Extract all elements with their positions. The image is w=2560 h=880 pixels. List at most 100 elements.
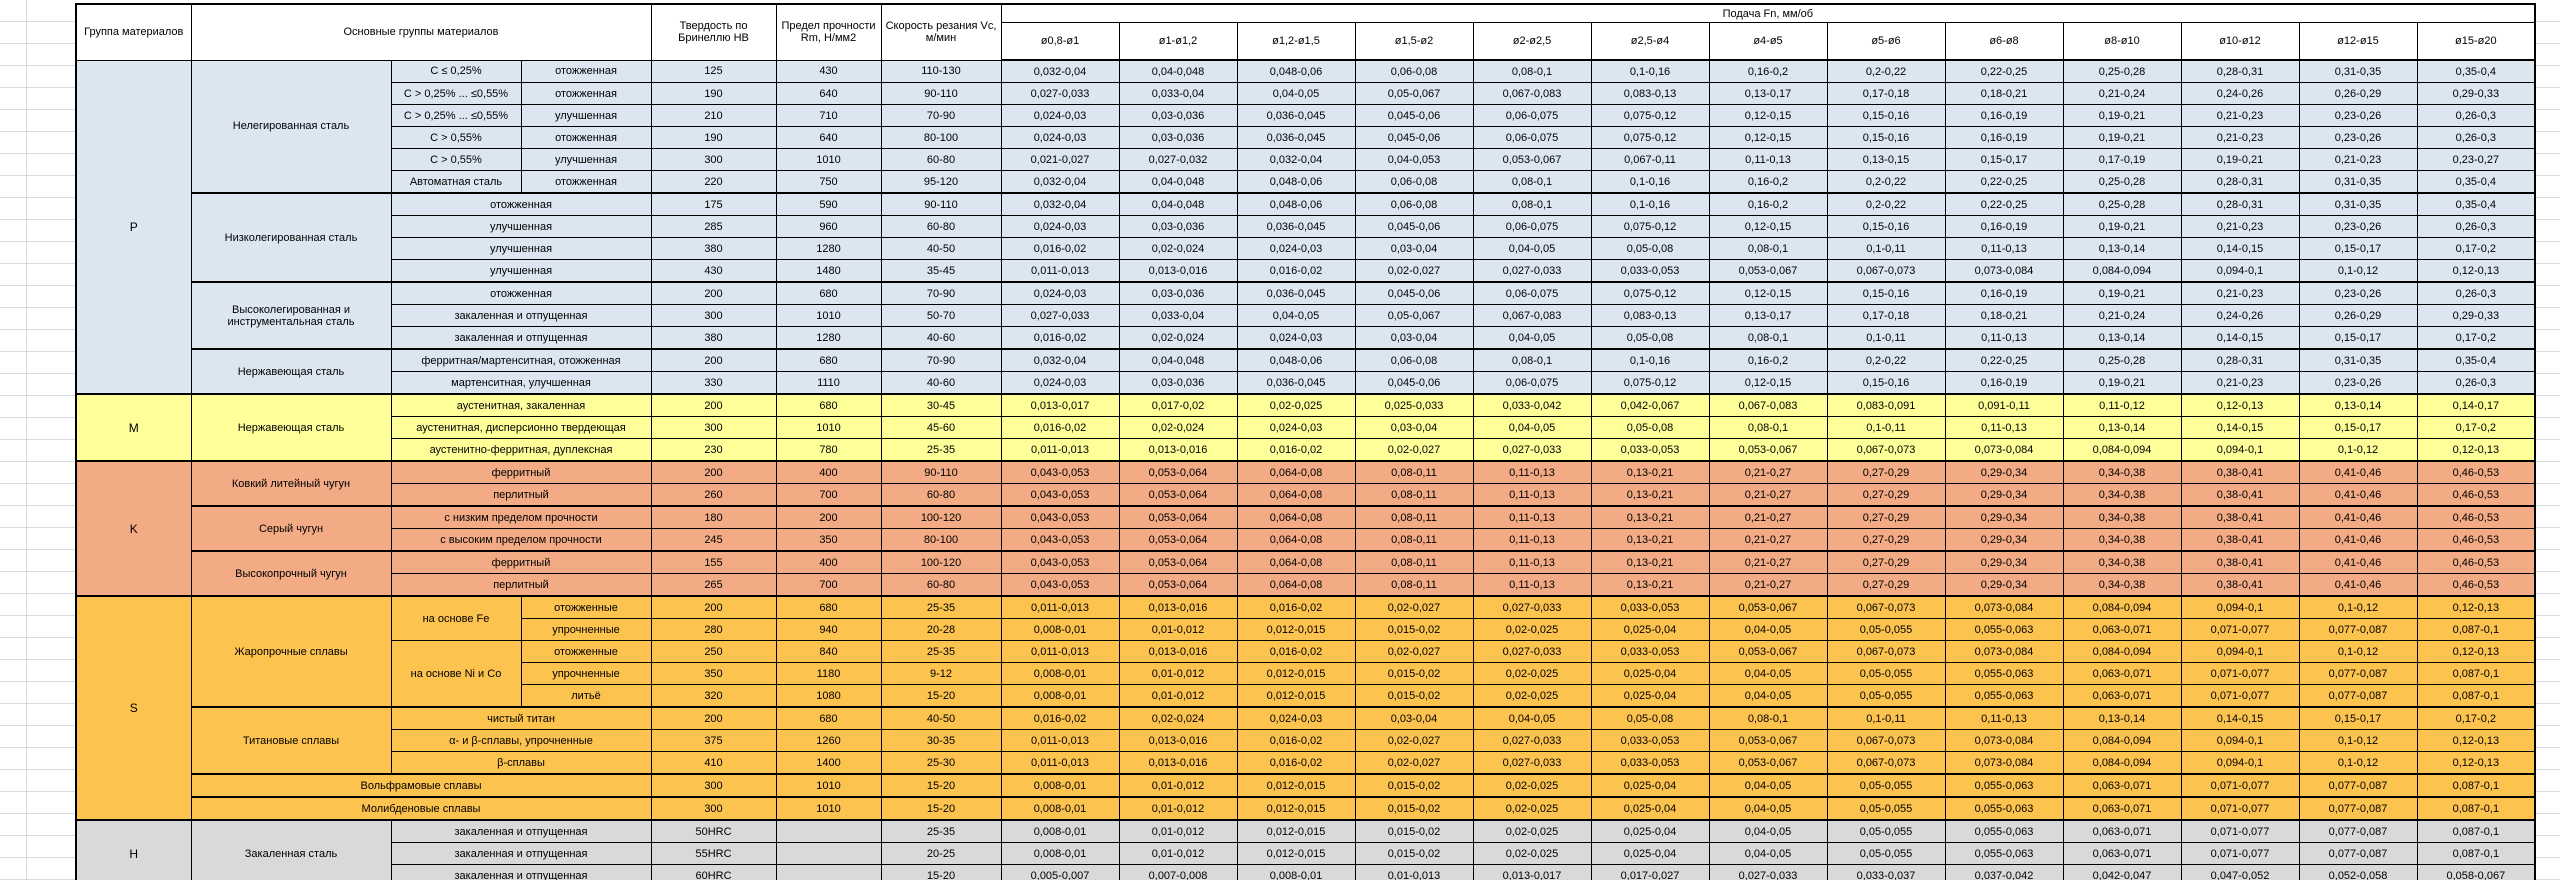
speed-cell[interactable]: 30-35 (880, 729, 1002, 752)
strength-cell[interactable]: 680 (775, 393, 882, 417)
feed-value-cell[interactable]: 0,012-0,015 (1236, 662, 1356, 685)
feed-value-cell[interactable]: 0,063-0,071 (2062, 842, 2182, 865)
feed-value-cell[interactable]: 0,055-0,063 (1944, 796, 2064, 821)
material-cell[interactable]: мартенситная, улучшенная (390, 371, 652, 395)
hardness-cell[interactable]: 200 (650, 595, 777, 619)
feed-value-cell[interactable]: 0,024-0,03 (1236, 326, 1356, 350)
feed-value-cell[interactable]: 0,03-0,036 (1118, 126, 1238, 149)
feed-value-cell[interactable]: 0,077-0,087 (2298, 684, 2418, 708)
hardness-cell[interactable]: 55HRC (650, 842, 777, 865)
material-cell[interactable]: Нержавеющая сталь (190, 393, 392, 462)
speed-cell[interactable]: 100-120 (880, 550, 1002, 574)
feed-value-cell[interactable]: 0,025-0,04 (1590, 796, 1710, 821)
material-cell[interactable]: C > 0,55% (390, 148, 522, 171)
feed-value-cell[interactable]: 0,19-0,21 (2062, 126, 2182, 149)
feed-value-cell[interactable]: 0,11-0,13 (1472, 483, 1592, 507)
feed-value-cell[interactable]: 0,19-0,21 (2180, 148, 2300, 171)
feed-value-cell[interactable]: 0,04-0,053 (1354, 148, 1474, 171)
feed-value-cell[interactable]: 0,11-0,13 (1708, 148, 1828, 171)
feed-value-cell[interactable]: 0,036-0,045 (1236, 215, 1356, 238)
material-cell[interactable]: C > 0,25% ... ≤0,55% (390, 82, 522, 105)
feed-value-cell[interactable]: 0,01-0,012 (1118, 684, 1238, 708)
feed-value-cell[interactable]: 0,15-0,17 (1944, 148, 2064, 171)
feed-value-cell[interactable]: 0,025-0,033 (1354, 393, 1474, 417)
feed-value-cell[interactable]: 0,02-0,025 (1472, 842, 1592, 865)
hardness-cell[interactable]: 200 (650, 460, 777, 484)
feed-value-cell[interactable]: 0,14-0,17 (2416, 393, 2536, 417)
material-cell[interactable]: отожженная (520, 59, 652, 83)
feed-value-cell[interactable]: 0,16-0,2 (1708, 170, 1828, 194)
feed-value-cell[interactable]: 0,26-0,29 (2298, 304, 2418, 327)
feed-value-cell[interactable]: 0,033-0,037 (1826, 864, 1946, 880)
feed-value-cell[interactable]: 0,032-0,04 (1236, 148, 1356, 171)
feed-value-cell[interactable]: 0,053-0,067 (1708, 259, 1828, 283)
feed-value-cell[interactable]: 0,087-0,1 (2416, 796, 2536, 821)
speed-cell[interactable]: 95-120 (880, 170, 1002, 194)
feed-value-cell[interactable]: 0,21-0,27 (1708, 550, 1828, 574)
feed-value-cell[interactable]: 0,11-0,13 (1944, 237, 2064, 260)
material-cell[interactable]: перлитный (390, 483, 652, 507)
feed-value-cell[interactable]: 0,008-0,01 (1000, 618, 1120, 641)
feed-value-cell[interactable]: 0,28-0,31 (2180, 170, 2300, 194)
feed-value-cell[interactable]: 0,015-0,02 (1354, 618, 1474, 641)
feed-value-cell[interactable]: 0,1-0,12 (2298, 259, 2418, 283)
feed-value-cell[interactable]: 0,08-0,1 (1708, 326, 1828, 350)
feed-value-cell[interactable]: 0,21-0,27 (1708, 528, 1828, 552)
feed-value-cell[interactable]: 0,12-0,13 (2180, 393, 2300, 417)
header-feed-d4[interactable]: ø1,5-ø2 (1354, 22, 1474, 61)
feed-value-cell[interactable]: 0,29-0,34 (1944, 483, 2064, 507)
feed-value-cell[interactable]: 0,075-0,12 (1590, 215, 1710, 238)
header-material-group[interactable]: Группа материалов (75, 3, 192, 61)
feed-value-cell[interactable]: 0,15-0,16 (1826, 126, 1946, 149)
group-letter-cell[interactable]: S (75, 595, 192, 821)
feed-value-cell[interactable]: 0,015-0,02 (1354, 796, 1474, 821)
speed-cell[interactable]: 25-35 (880, 819, 1002, 843)
feed-value-cell[interactable]: 0,016-0,02 (1236, 438, 1356, 462)
strength-cell[interactable]: 940 (775, 618, 882, 641)
feed-value-cell[interactable]: 0,11-0,13 (1944, 416, 2064, 439)
group-letter-cell[interactable]: M (75, 393, 192, 462)
feed-value-cell[interactable]: 0,21-0,27 (1708, 483, 1828, 507)
feed-value-cell[interactable]: 0,16-0,19 (1944, 215, 2064, 238)
feed-value-cell[interactable]: 0,084-0,094 (2062, 438, 2182, 462)
feed-value-cell[interactable]: 0,013-0,017 (1000, 393, 1120, 417)
feed-value-cell[interactable]: 0,02-0,025 (1472, 662, 1592, 685)
feed-value-cell[interactable]: 0,04-0,05 (1708, 662, 1828, 685)
feed-value-cell[interactable]: 0,1-0,11 (1826, 237, 1946, 260)
feed-value-cell[interactable]: 0,084-0,094 (2062, 729, 2182, 752)
feed-value-cell[interactable]: 0,06-0,075 (1472, 281, 1592, 305)
feed-value-cell[interactable]: 0,04-0,05 (1708, 796, 1828, 821)
feed-value-cell[interactable]: 0,04-0,048 (1118, 170, 1238, 194)
feed-value-cell[interactable]: 0,053-0,067 (1708, 438, 1828, 462)
feed-value-cell[interactable]: 0,04-0,05 (1472, 237, 1592, 260)
feed-value-cell[interactable]: 0,15-0,17 (2298, 326, 2418, 350)
strength-cell[interactable]: 780 (775, 438, 882, 462)
speed-cell[interactable]: 30-45 (880, 393, 1002, 417)
feed-value-cell[interactable]: 0,17-0,18 (1826, 82, 1946, 105)
feed-value-cell[interactable]: 0,067-0,073 (1826, 751, 1946, 775)
feed-value-cell[interactable]: 0,31-0,35 (2298, 192, 2418, 216)
feed-value-cell[interactable]: 0,26-0,3 (2416, 215, 2536, 238)
strength-cell[interactable]: 1260 (775, 729, 882, 752)
feed-value-cell[interactable]: 0,011-0,013 (1000, 640, 1120, 663)
feed-value-cell[interactable]: 0,033-0,053 (1590, 751, 1710, 775)
feed-value-cell[interactable]: 0,084-0,094 (2062, 640, 2182, 663)
header-feed-d10[interactable]: ø8-ø10 (2062, 22, 2182, 61)
feed-value-cell[interactable]: 0,013-0,016 (1118, 438, 1238, 462)
feed-value-cell[interactable]: 0,2-0,22 (1826, 348, 1946, 372)
feed-value-cell[interactable]: 0,38-0,41 (2180, 460, 2300, 484)
strength-cell[interactable] (775, 819, 882, 843)
feed-value-cell[interactable]: 0,2-0,22 (1826, 192, 1946, 216)
feed-value-cell[interactable]: 0,13-0,21 (1590, 505, 1710, 529)
material-cell[interactable]: улучшенная (390, 215, 652, 238)
header-feed-d13[interactable]: ø15-ø20 (2416, 22, 2536, 61)
material-cell[interactable]: улучшенная (520, 104, 652, 127)
feed-value-cell[interactable]: 0,071-0,077 (2180, 684, 2300, 708)
hardness-cell[interactable]: 60HRC (650, 864, 777, 880)
hardness-cell[interactable]: 330 (650, 371, 777, 395)
feed-value-cell[interactable]: 0,071-0,077 (2180, 819, 2300, 843)
strength-cell[interactable]: 1010 (775, 773, 882, 798)
feed-value-cell[interactable]: 0,016-0,02 (1000, 237, 1120, 260)
feed-value-cell[interactable]: 0,13-0,21 (1590, 528, 1710, 552)
material-cell[interactable]: Ковкий литейный чугун (190, 460, 392, 507)
